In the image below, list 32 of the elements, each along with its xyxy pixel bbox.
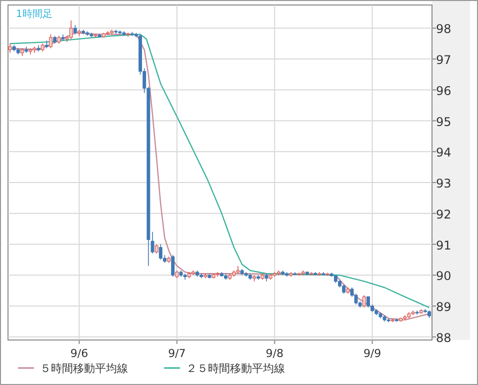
candlestick [342, 284, 346, 294]
candlestick [154, 244, 158, 254]
candlestick [183, 273, 187, 280]
candlestick [69, 20, 73, 40]
candlestick [366, 296, 370, 308]
x-tick-label: 9/9 [363, 347, 382, 360]
y-tick-label: 96 [436, 84, 452, 98]
y-tick-label: 95 [436, 114, 452, 129]
candlestick [28, 48, 32, 55]
y-tick-label: 93 [436, 176, 452, 191]
y-tick-label: 97 [436, 53, 452, 68]
y-tick-label: 91 [436, 238, 452, 252]
chart-title: 1時間足 [16, 8, 52, 20]
x-tick-label: 9/6 [70, 347, 88, 360]
y-tick-label: 89 [436, 300, 452, 314]
candlestick [362, 294, 366, 308]
legend-label: ５時間移動平均線 [40, 362, 128, 375]
candlestick [8, 43, 12, 54]
y-tick-label: 98 [436, 22, 452, 36]
x-tick-label: 9/7 [168, 347, 186, 360]
candlestick [36, 44, 40, 52]
legend-label: ２５時間移動平均線 [186, 362, 285, 375]
candlestick [158, 244, 162, 260]
candlestick [49, 34, 52, 49]
y-tick-label: 94 [436, 146, 452, 160]
candlestick [32, 46, 36, 54]
x-tick-label: 9/8 [266, 347, 284, 360]
candlestick [73, 24, 77, 35]
y-tick-label: 88 [436, 330, 452, 345]
candlestick [171, 254, 175, 278]
y-tick-label: 92 [436, 207, 452, 222]
y-tick-label: 90 [436, 269, 452, 284]
